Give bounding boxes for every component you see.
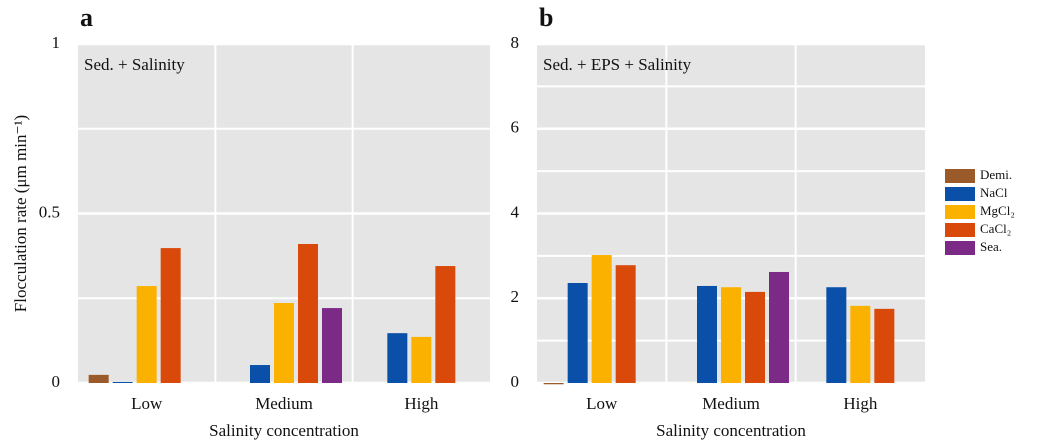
bar	[136, 286, 157, 383]
y-tick-label: 1	[52, 33, 61, 52]
y-tick-label: 4	[511, 202, 520, 221]
x-tick-label: Low	[131, 394, 163, 413]
legend-swatch	[945, 241, 975, 255]
bar	[745, 291, 765, 383]
legend-label: Demi.	[980, 167, 1012, 182]
x-tick-label: High	[843, 394, 878, 413]
x-tick-label: Medium	[255, 394, 313, 413]
legend-swatch	[945, 223, 975, 237]
bar	[411, 336, 432, 383]
annotation: Sed. + Salinity	[84, 55, 185, 74]
legend-swatch	[945, 205, 975, 219]
legend-swatch	[945, 187, 975, 201]
bar	[88, 374, 109, 383]
legend-label: Sea.	[980, 239, 1002, 254]
y-tick-label: 0.5	[39, 202, 60, 221]
bar	[769, 271, 789, 383]
y-tick-label: 0	[52, 372, 61, 391]
bar	[322, 308, 342, 383]
bar	[112, 381, 133, 383]
bar	[850, 305, 871, 383]
bar	[387, 333, 408, 383]
x-tick-label: High	[404, 394, 439, 413]
legend-label: CaCl₂	[980, 221, 1011, 236]
bar	[250, 365, 270, 383]
x-tick-label: Medium	[702, 394, 760, 413]
legend-swatch	[945, 169, 975, 183]
panel-label: a	[80, 3, 93, 32]
bar	[435, 266, 456, 383]
bar	[697, 285, 717, 383]
bar	[543, 383, 564, 385]
bar	[160, 248, 181, 383]
annotation: Sed. + EPS + Salinity	[543, 55, 692, 74]
bar	[721, 287, 741, 383]
bar	[274, 302, 294, 383]
bar	[567, 282, 588, 383]
bar	[615, 265, 636, 383]
bar	[298, 244, 318, 383]
y-tick-label: 8	[511, 33, 520, 52]
bar	[591, 255, 612, 383]
x-axis-label: Salinity concentration	[209, 421, 359, 440]
bar	[826, 287, 847, 383]
y-tick-label: 6	[511, 118, 520, 137]
x-tick-label: Low	[586, 394, 618, 413]
y-axis-label: Flocculation rate (μm min⁻¹)	[11, 115, 30, 312]
y-tick-label: 0	[511, 372, 520, 391]
x-axis-label: Salinity concentration	[656, 421, 806, 440]
y-tick-label: 2	[511, 287, 520, 306]
legend-label: MgCl₂	[980, 203, 1015, 218]
panel-label: b	[539, 3, 553, 32]
bar	[874, 308, 895, 383]
legend-label: NaCl	[980, 185, 1008, 200]
